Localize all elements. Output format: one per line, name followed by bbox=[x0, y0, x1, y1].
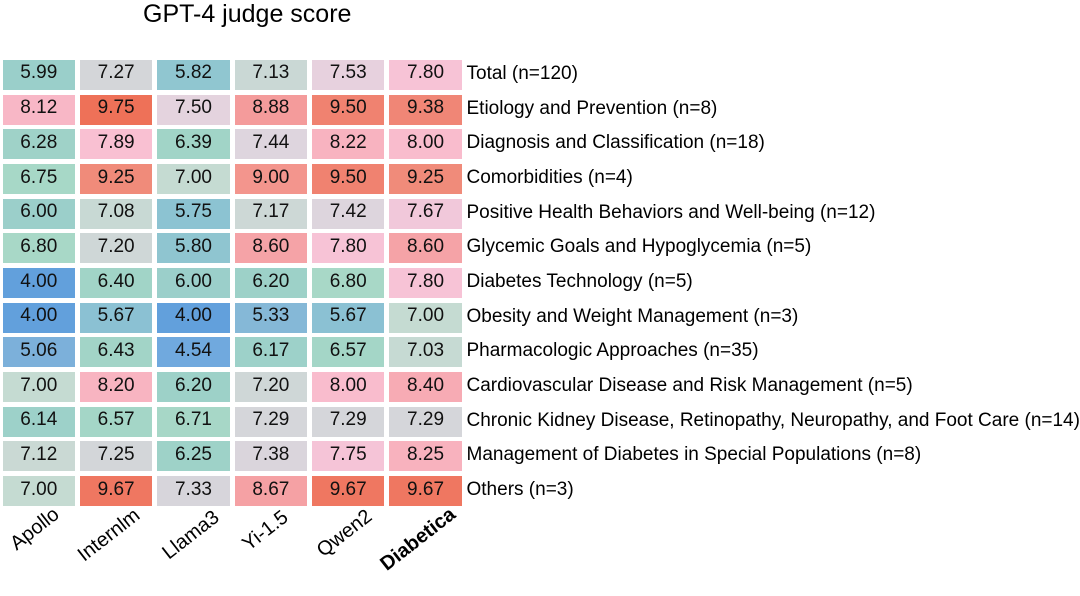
heatmap-cell: 5.67 bbox=[312, 302, 385, 333]
heatmap-cell: 9.75 bbox=[80, 94, 153, 125]
heatmap-cell: 7.00 bbox=[157, 164, 230, 194]
heatmap-cell: 6.00 bbox=[2, 198, 75, 229]
heatmap-cell: 7.12 bbox=[2, 441, 75, 472]
heatmap-cell: 6.57 bbox=[80, 406, 153, 437]
row-label: Others (n=3) bbox=[466, 479, 574, 501]
heatmap-cell: 6.80 bbox=[2, 233, 75, 264]
heatmap-cell: 9.25 bbox=[389, 164, 462, 194]
col-label: Diabetica bbox=[376, 502, 461, 575]
heatmap-cell: 6.75 bbox=[2, 164, 75, 194]
heatmap-cell: 5.33 bbox=[234, 302, 307, 333]
heatmap-cell: 9.25 bbox=[80, 164, 153, 194]
heatmap-cell: 7.17 bbox=[234, 198, 307, 229]
chart-title: GPT-4 judge score bbox=[143, 0, 352, 28]
heatmap-cell: 8.12 bbox=[2, 94, 75, 125]
heatmap-cell: 7.75 bbox=[312, 441, 385, 472]
col-label: Llama3 bbox=[157, 505, 224, 564]
heatmap-cell: 6.00 bbox=[157, 268, 230, 298]
heatmap-cell: 8.67 bbox=[234, 476, 307, 506]
heatmap-cell: 8.60 bbox=[389, 233, 462, 264]
col-label: Qwen2 bbox=[312, 505, 377, 562]
heatmap-cell: 9.67 bbox=[80, 476, 153, 506]
col-label: Apollo bbox=[5, 503, 64, 556]
heatmap-cell: 7.00 bbox=[389, 302, 462, 333]
heatmap-cell: 6.14 bbox=[2, 406, 75, 437]
heatmap-cell: 7.67 bbox=[389, 198, 462, 229]
heatmap-cell: 8.88 bbox=[234, 94, 307, 125]
heatmap-cell: 7.08 bbox=[80, 198, 153, 229]
heatmap-cell: 9.50 bbox=[312, 94, 385, 125]
col-label: Yi-1.5 bbox=[237, 505, 293, 555]
heatmap-cell: 7.33 bbox=[157, 476, 230, 506]
heatmap-cell: 7.29 bbox=[389, 406, 462, 437]
heatmap-cell: 7.50 bbox=[157, 94, 230, 125]
heatmap-cell: 7.25 bbox=[80, 441, 153, 472]
heatmap-cell: 4.54 bbox=[157, 337, 230, 368]
row-label: Diagnosis and Classification (n=18) bbox=[466, 132, 765, 154]
heatmap-cell: 7.38 bbox=[234, 441, 307, 472]
row-label: Positive Health Behaviors and Well-being… bbox=[466, 201, 876, 223]
heatmap-cell: 9.38 bbox=[389, 94, 462, 125]
heatmap-cell: 6.71 bbox=[157, 406, 230, 437]
heatmap-cell: 7.03 bbox=[389, 337, 462, 368]
heatmap-cell: 4.00 bbox=[2, 302, 75, 333]
row-label: Pharmacologic Approaches (n=35) bbox=[466, 340, 759, 362]
row-label: Chronic Kidney Disease, Retinopathy, Neu… bbox=[466, 409, 1080, 431]
heatmap-cell: 6.25 bbox=[157, 441, 230, 472]
row-label: Comorbidities (n=4) bbox=[466, 167, 633, 188]
heatmap-cell: 8.25 bbox=[389, 441, 462, 472]
row-label: Total (n=120) bbox=[466, 63, 578, 84]
row-label: Etiology and Prevention (n=8) bbox=[466, 97, 718, 119]
heatmap-cell: 4.00 bbox=[157, 302, 230, 333]
heatmap-cell: 9.50 bbox=[312, 164, 385, 194]
heatmap-cell: 6.17 bbox=[234, 337, 307, 368]
heatmap-cell: 7.13 bbox=[234, 60, 307, 90]
heatmap-cell: 8.00 bbox=[312, 372, 385, 402]
heatmap-cell: 8.40 bbox=[389, 372, 462, 402]
heatmap-cell: 9.00 bbox=[234, 164, 307, 194]
heatmap-cell: 6.28 bbox=[2, 129, 75, 160]
heatmap-cell: 6.57 bbox=[312, 337, 385, 368]
heatmap-cell: 5.80 bbox=[157, 233, 230, 264]
heatmap-cell: 8.20 bbox=[80, 372, 153, 402]
heatmap-cell: 7.44 bbox=[234, 129, 307, 160]
heatmap-cell: 5.75 bbox=[157, 198, 230, 229]
heatmap-cell: 5.67 bbox=[80, 302, 153, 333]
heatmap-cell: 7.80 bbox=[389, 60, 462, 90]
heatmap-cell: 6.40 bbox=[80, 268, 153, 298]
row-label: Management of Diabetes in Special Popula… bbox=[466, 444, 922, 466]
heatmap-cell: 9.67 bbox=[389, 476, 462, 506]
heatmap-cell: 7.20 bbox=[234, 372, 307, 402]
heatmap-cell: 8.60 bbox=[234, 233, 307, 264]
heatmap-cell: 5.82 bbox=[157, 60, 230, 90]
heatmap-cell: 4.00 bbox=[2, 268, 75, 298]
heatmap-cell: 5.06 bbox=[2, 337, 75, 368]
heatmap-cell: 7.00 bbox=[2, 476, 75, 506]
heatmap-cell: 6.80 bbox=[312, 268, 385, 298]
heatmap-cell: 7.20 bbox=[80, 233, 153, 264]
heatmap-cell: 7.00 bbox=[2, 372, 75, 402]
heatmap-cell: 7.80 bbox=[312, 233, 385, 264]
heatmap-cell: 6.20 bbox=[234, 268, 307, 298]
heatmap-cell: 6.20 bbox=[157, 372, 230, 402]
row-label: Diabetes Technology (n=5) bbox=[466, 271, 693, 293]
heatmap-cell: 7.42 bbox=[312, 198, 385, 229]
heatmap-cell: 7.89 bbox=[80, 129, 153, 160]
heatmap-cell: 9.67 bbox=[312, 476, 385, 506]
row-label: Glycemic Goals and Hypoglycemia (n=5) bbox=[466, 236, 812, 258]
col-label: Internlm bbox=[73, 504, 144, 567]
row-label: Obesity and Weight Management (n=3) bbox=[466, 305, 799, 327]
heatmap-cell: 8.22 bbox=[312, 129, 385, 160]
heatmap-cell: 7.53 bbox=[312, 60, 385, 90]
row-label: Cardiovascular Disease and Risk Manageme… bbox=[466, 375, 913, 397]
heatmap-cell: 6.39 bbox=[157, 129, 230, 160]
heatmap-cell: 8.00 bbox=[389, 129, 462, 160]
heatmap-cell: 6.43 bbox=[80, 337, 153, 368]
heatmap-cell: 5.99 bbox=[2, 60, 75, 90]
heatmap-cell: 7.80 bbox=[389, 268, 462, 298]
heatmap-cell: 7.27 bbox=[80, 60, 153, 90]
heatmap-cell: 7.29 bbox=[234, 406, 307, 437]
heatmap-cell: 7.29 bbox=[312, 406, 385, 437]
